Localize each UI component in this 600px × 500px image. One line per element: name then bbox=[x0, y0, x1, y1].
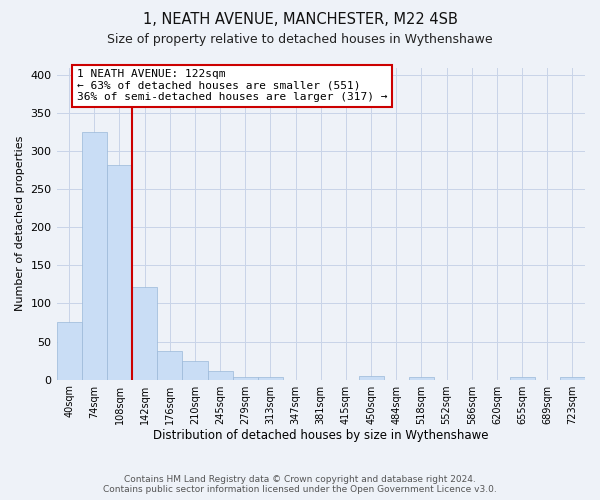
X-axis label: Distribution of detached houses by size in Wythenshawe: Distribution of detached houses by size … bbox=[153, 430, 488, 442]
Text: 1 NEATH AVENUE: 122sqm
← 63% of detached houses are smaller (551)
36% of semi-de: 1 NEATH AVENUE: 122sqm ← 63% of detached… bbox=[77, 69, 387, 102]
Text: 1, NEATH AVENUE, MANCHESTER, M22 4SB: 1, NEATH AVENUE, MANCHESTER, M22 4SB bbox=[143, 12, 457, 28]
Bar bbox=[107, 165, 132, 380]
Bar bbox=[560, 378, 585, 380]
Bar bbox=[509, 378, 535, 380]
Bar bbox=[182, 362, 208, 380]
Bar bbox=[132, 286, 157, 380]
Y-axis label: Number of detached properties: Number of detached properties bbox=[15, 136, 25, 311]
Bar bbox=[258, 378, 283, 380]
Bar bbox=[208, 371, 233, 380]
Text: Contains HM Land Registry data © Crown copyright and database right 2024.
Contai: Contains HM Land Registry data © Crown c… bbox=[103, 474, 497, 494]
Bar bbox=[233, 376, 258, 380]
Bar bbox=[359, 376, 383, 380]
Bar bbox=[157, 350, 182, 380]
Bar bbox=[409, 378, 434, 380]
Bar bbox=[82, 132, 107, 380]
Bar bbox=[56, 322, 82, 380]
Text: Size of property relative to detached houses in Wythenshawe: Size of property relative to detached ho… bbox=[107, 32, 493, 46]
